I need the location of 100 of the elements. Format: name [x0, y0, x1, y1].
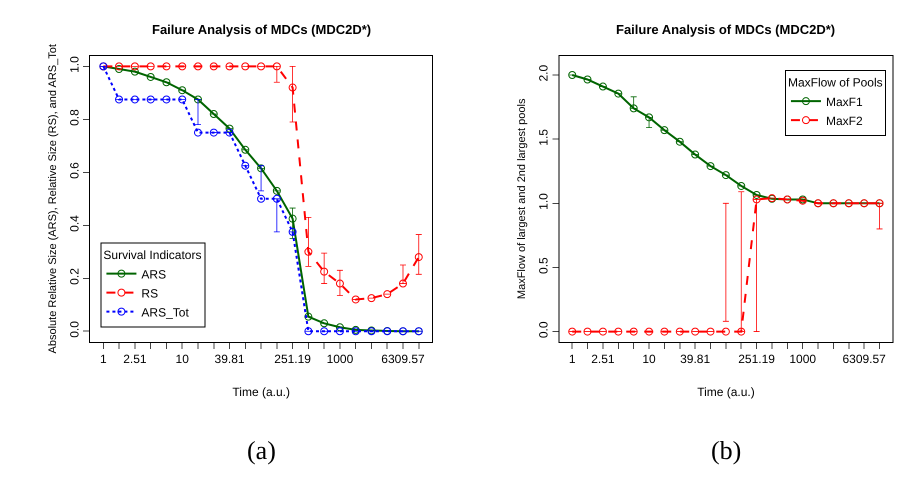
legend-title: Survival Indicators [103, 248, 202, 262]
point [130, 62, 139, 70]
point [706, 162, 715, 170]
point [288, 214, 297, 223]
x-tick-label: 6309.57 [842, 352, 886, 366]
y-tick-label: 0.5 [536, 256, 551, 274]
point [583, 328, 592, 336]
point [414, 253, 423, 262]
x-tick-label: 10 [642, 352, 656, 366]
point [752, 195, 761, 204]
y-axis-title: MaxFlow of largest and 2nd largest pools [516, 98, 528, 300]
point [645, 328, 654, 336]
x-axis-title: Time (a.u.) [697, 385, 755, 400]
y-tick-label: 1.0 [536, 192, 551, 210]
point [226, 124, 234, 133]
x-tick-label: 2.51 [591, 352, 615, 366]
text: (b) [711, 436, 742, 465]
y-tick-label: 2.0 [536, 64, 551, 82]
legend-label: RS [141, 286, 158, 300]
point [146, 62, 155, 70]
point [257, 62, 266, 70]
point [752, 190, 761, 199]
point [645, 113, 654, 122]
point [146, 72, 155, 81]
point [241, 146, 250, 154]
legend-title: MaxFlow of Pools [788, 76, 883, 90]
point [722, 328, 730, 336]
point [304, 248, 312, 256]
point [706, 328, 715, 336]
text: (a) [247, 436, 276, 465]
point [194, 95, 202, 104]
x-tick-label: 6309.57 [381, 352, 425, 366]
point [614, 90, 622, 98]
y-tick-label: 0.0 [536, 321, 551, 338]
point [304, 312, 312, 321]
x-tick-label: 39.81 [680, 352, 710, 366]
point [336, 323, 344, 332]
point [320, 327, 328, 336]
point [272, 62, 281, 70]
x-tick-label: 1000 [789, 352, 816, 366]
point [146, 95, 155, 104]
point [130, 68, 139, 76]
y-axis-title: Absolute Relative Size (ARS), Relative Size (RS), and ARS_Tot [47, 44, 60, 354]
point [130, 95, 139, 104]
y-tick-label: 0.8 [67, 108, 82, 126]
y-tick-label: 0.0 [67, 320, 82, 338]
x-tick-label: 1000 [326, 352, 354, 366]
point [691, 328, 700, 336]
point [320, 319, 328, 328]
point [383, 290, 392, 298]
point [598, 82, 607, 91]
point [162, 95, 170, 104]
point [194, 128, 202, 137]
x-tick-label: 1 [100, 352, 108, 366]
point [336, 327, 344, 336]
chart-title: Failure Analysis of MDCs (MDC2D*) [152, 22, 372, 37]
point [568, 328, 576, 336]
y-tick-label: 0.6 [67, 162, 82, 179]
point [272, 194, 281, 203]
point [162, 62, 170, 70]
point [115, 95, 124, 104]
point [288, 228, 297, 236]
legend-label: MaxF1 [826, 94, 863, 109]
point [272, 186, 281, 195]
point [210, 62, 218, 70]
point [598, 328, 607, 336]
point [737, 182, 746, 190]
x-tick-label: 2.51 [123, 352, 147, 366]
x-tick-label: 10 [176, 352, 190, 366]
point [115, 65, 124, 73]
point [241, 62, 250, 70]
y-tick-label: 0.2 [67, 268, 82, 285]
point [676, 138, 684, 146]
x-axis-title: Time (a.u.) [232, 385, 290, 400]
point [162, 78, 170, 86]
point [178, 86, 186, 94]
point [352, 295, 360, 304]
point [630, 104, 638, 112]
point [226, 62, 234, 70]
point [398, 280, 407, 288]
y-tick-label: 1.0 [67, 56, 82, 73]
point [288, 84, 297, 92]
y-tick-label: 0.4 [67, 214, 82, 232]
point [178, 95, 186, 104]
point [194, 62, 202, 70]
point [210, 128, 218, 137]
point [115, 62, 124, 70]
point [367, 294, 376, 302]
point [722, 171, 730, 180]
point [614, 328, 622, 336]
legend-label: ARS_Tot [141, 305, 190, 320]
legend-label: ARS [141, 267, 166, 282]
point [257, 164, 266, 172]
point [257, 194, 266, 203]
point [336, 280, 344, 288]
point [210, 110, 218, 118]
point [241, 162, 250, 170]
point [691, 150, 700, 159]
point [320, 268, 328, 276]
x-tick-label: 39.81 [214, 352, 245, 366]
